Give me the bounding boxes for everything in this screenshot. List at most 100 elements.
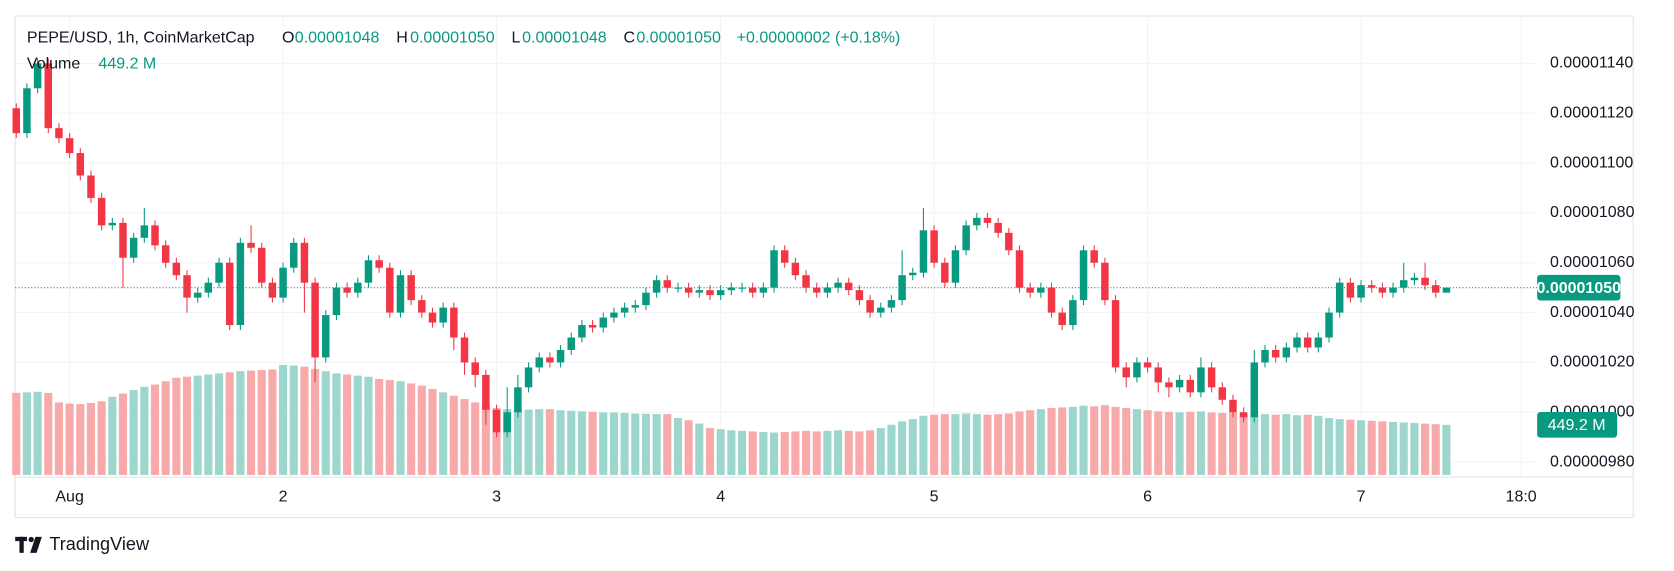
- volume-bar: [1367, 420, 1376, 475]
- volume-bar: [1228, 412, 1238, 475]
- volume-bar: [33, 391, 42, 475]
- volume-bar: [684, 420, 693, 475]
- candle-body: [695, 290, 704, 293]
- candle-body: [578, 325, 586, 338]
- candle-body: [119, 222, 127, 258]
- ohlc-label: H: [396, 30, 408, 47]
- candle-body: [460, 337, 469, 363]
- volume-bar: [812, 431, 821, 475]
- candle-body: [1026, 287, 1034, 293]
- volume-bar: [1058, 407, 1067, 475]
- candle-body: [407, 275, 415, 301]
- volume-bar: [823, 430, 832, 475]
- volume-bar: [513, 409, 522, 475]
- candle-body: [76, 153, 85, 176]
- candle-body: [866, 300, 874, 313]
- volume-bar: [428, 389, 437, 475]
- volume-bar: [129, 390, 138, 475]
- candle-body: [343, 287, 351, 293]
- volume-bar: [65, 403, 74, 475]
- candle-body: [1047, 287, 1056, 313]
- candle-body: [503, 412, 511, 433]
- volume-bar: [855, 431, 864, 475]
- candle-body: [535, 357, 543, 368]
- volume-bar: [951, 414, 960, 475]
- candle-body: [887, 300, 896, 308]
- volume-bar: [1100, 405, 1109, 475]
- volume-bar: [748, 431, 757, 475]
- volume-title: Volume: [27, 55, 80, 72]
- candle-body: [1421, 277, 1429, 286]
- candle-body: [1090, 250, 1098, 263]
- volume-bar: [930, 414, 939, 475]
- candle-body: [1442, 287, 1451, 293]
- candle-body: [716, 290, 725, 296]
- candle-body: [300, 242, 309, 283]
- volume-bar: [919, 415, 928, 475]
- volume-bar: [1047, 407, 1056, 475]
- candle-body: [1229, 399, 1237, 413]
- candle-body: [183, 275, 191, 298]
- volume-bar: [545, 409, 554, 475]
- candle-body: [855, 290, 864, 301]
- volume-bar: [1015, 411, 1024, 475]
- volume-bar: [225, 372, 234, 475]
- candle-body: [332, 287, 341, 316]
- y-tick-label: 0.00001140: [1550, 55, 1633, 72]
- candle-body: [140, 225, 149, 238]
- candle-body: [375, 260, 383, 268]
- candle-body: [748, 287, 757, 293]
- x-tick-label: 7: [1357, 489, 1366, 506]
- candle-body: [129, 237, 138, 258]
- volume-bar: [161, 381, 170, 475]
- volume-bar: [1164, 411, 1173, 475]
- volume-bar: [1207, 412, 1216, 475]
- candle-body: [962, 225, 970, 251]
- candle-body: [492, 409, 501, 433]
- candle-body: [322, 315, 330, 358]
- candle-body: [1143, 362, 1152, 368]
- volume-bar: [1335, 419, 1344, 475]
- candle-body: [909, 272, 917, 276]
- volume-bar: [86, 402, 96, 475]
- candle-body: [780, 250, 789, 263]
- candle-body: [631, 305, 640, 308]
- candle-body: [834, 282, 842, 288]
- volume-bar: [289, 365, 298, 475]
- candle-body: [33, 63, 42, 89]
- volume-bar: [257, 370, 266, 475]
- volume-bar: [769, 432, 779, 475]
- volume-bar: [652, 414, 661, 475]
- volume-bar: [1186, 411, 1195, 475]
- candle-body: [1389, 287, 1397, 293]
- candle-body: [663, 280, 672, 288]
- volume-bar: [876, 428, 885, 475]
- volume-bar: [247, 370, 256, 475]
- candle-body: [1133, 362, 1141, 378]
- candle-body: [1239, 412, 1248, 418]
- candle-body: [172, 262, 181, 276]
- badges: 0.00001050 449.2 M: [1537, 274, 1621, 438]
- candle-body: [610, 312, 618, 318]
- volume-bar: [449, 395, 458, 475]
- volume-bar: [673, 418, 683, 475]
- volume-bar: [1271, 414, 1280, 475]
- volume-bar: [343, 374, 352, 475]
- candle-body: [225, 262, 234, 326]
- logo-slash: [30, 536, 42, 553]
- volume-bar: [599, 412, 608, 475]
- candle-body: [845, 282, 853, 291]
- volume-bar: [737, 430, 747, 475]
- volume-value: 449.2 M: [98, 55, 156, 72]
- y-tick-label: 0.00000980: [1550, 453, 1635, 470]
- candle-body: [1261, 349, 1269, 363]
- candle-body: [1250, 362, 1259, 418]
- volume-bar: [364, 376, 373, 475]
- candle-body: [823, 287, 832, 293]
- volume-bar: [962, 413, 971, 475]
- candle-body: [1122, 367, 1130, 378]
- candle-body: [791, 262, 800, 276]
- volume-bar: [705, 428, 715, 475]
- volume-bar: [140, 386, 149, 475]
- ohlc-value: 0.00001050: [410, 30, 495, 47]
